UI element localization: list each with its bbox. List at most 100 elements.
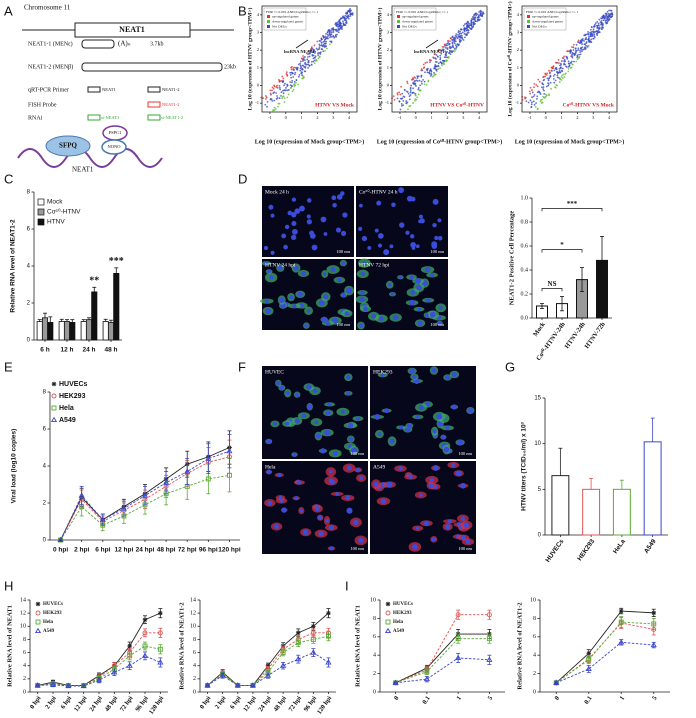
error-bar — [48, 316, 53, 323]
nucleus — [465, 539, 471, 545]
point-cloud — [476, 13, 479, 16]
nucleus — [358, 203, 363, 208]
point-cloud — [432, 74, 435, 77]
nucleus — [445, 524, 451, 530]
point-cloud — [474, 16, 477, 19]
significance: * — [560, 241, 564, 249]
point-cloud — [553, 73, 556, 76]
y-tick-label: 0 — [538, 533, 542, 539]
y-axis-label: Relative RNA level of NEAT1-2 — [516, 602, 523, 689]
point-cloud — [465, 25, 468, 28]
y-tick-label: 2 — [27, 301, 31, 307]
comparison-label: Co⁶⁰-HTNV VS Mock — [563, 101, 615, 108]
y-tick-label: 8 — [193, 637, 196, 643]
x-tick-label: 2 hpi — [214, 695, 228, 711]
point-cloud — [418, 79, 421, 82]
error-bar — [158, 644, 163, 655]
line — [395, 614, 490, 684]
point-cloud — [291, 72, 294, 75]
point-cloud — [572, 46, 575, 49]
point-cloud — [396, 97, 399, 100]
point-cloud — [546, 72, 549, 75]
bar — [69, 322, 76, 341]
point-cloud — [307, 53, 310, 55]
legend-title: FDR <= 0.001 AND |log2Ratio| >= 1 — [526, 10, 578, 14]
point-cloud — [340, 24, 342, 27]
line — [395, 657, 490, 684]
point-cloud — [560, 69, 563, 72]
point-cloud — [289, 87, 292, 89]
y-tick-label: 0.8 — [521, 219, 529, 225]
point-cloud — [271, 99, 274, 102]
error-bar — [326, 631, 331, 642]
legend-label: HEK293 — [393, 611, 412, 616]
legend-label: A549 — [43, 629, 55, 634]
point-cloud — [423, 80, 426, 83]
point-cloud — [567, 60, 570, 63]
error-bar — [560, 295, 564, 312]
point-cloud — [466, 32, 469, 34]
point-cloud — [542, 88, 545, 90]
y-tick-label: 4 — [27, 264, 31, 270]
point-cloud — [292, 76, 295, 78]
point-cloud — [549, 75, 552, 78]
point-cloud — [414, 93, 417, 96]
x-tick-label: 2 hpi — [44, 695, 58, 711]
legend-label: Hela — [43, 620, 53, 625]
point-cloud — [606, 10, 609, 13]
x-tick-label: 0 — [545, 115, 548, 120]
point-cloud — [347, 17, 350, 20]
point-cloud — [461, 31, 464, 34]
point-cloud — [553, 69, 556, 72]
nucleus — [431, 537, 437, 542]
nucleus — [332, 202, 337, 208]
nucleus — [359, 476, 364, 480]
point-cloud — [451, 46, 454, 48]
error-bar — [127, 651, 132, 661]
nucleus — [415, 244, 420, 249]
nucleus — [383, 249, 390, 256]
nucleus — [315, 433, 322, 439]
point-cloud — [540, 86, 543, 89]
x-tick-label: 24 hpi — [136, 547, 155, 554]
y-tick-label: 10 — [190, 624, 196, 630]
point-cloud — [446, 56, 449, 59]
point-cloud — [477, 18, 480, 20]
line — [555, 621, 654, 684]
bar — [41, 317, 49, 341]
point-cloud — [596, 27, 599, 29]
point-cloud — [349, 13, 352, 16]
point-cloud — [601, 15, 604, 18]
marker — [126, 662, 133, 668]
bar — [47, 322, 54, 341]
y-tick-label: 14 — [190, 597, 196, 603]
point-cloud — [455, 33, 458, 36]
nucleus — [415, 278, 421, 284]
error-bar — [311, 635, 316, 644]
point-cloud — [422, 63, 425, 66]
point-cloud — [561, 67, 564, 70]
point-cloud — [415, 79, 418, 82]
y-tick-label: 0 — [193, 689, 196, 695]
point-cloud — [550, 66, 553, 69]
point-cloud — [416, 75, 419, 78]
plot-frame — [391, 5, 488, 113]
point-cloud — [329, 36, 331, 39]
point-cloud — [567, 70, 570, 73]
polya-label: (A)ₙ — [118, 40, 131, 48]
marker — [226, 447, 233, 454]
point-cloud — [430, 73, 433, 76]
point-cloud — [324, 35, 327, 38]
point-cloud — [590, 33, 592, 36]
nucleus — [309, 233, 316, 239]
point-cloud — [403, 95, 406, 98]
point-cloud — [310, 63, 313, 66]
point-cloud — [349, 15, 352, 17]
x-tick-label: HUVECs — [545, 538, 566, 564]
point-cloud — [415, 85, 417, 87]
nucleus — [314, 420, 319, 425]
y-tick-label: -1 — [255, 100, 259, 105]
nucleus — [322, 272, 327, 276]
point-cloud — [542, 79, 545, 82]
panel-letter: I — [345, 578, 349, 593]
